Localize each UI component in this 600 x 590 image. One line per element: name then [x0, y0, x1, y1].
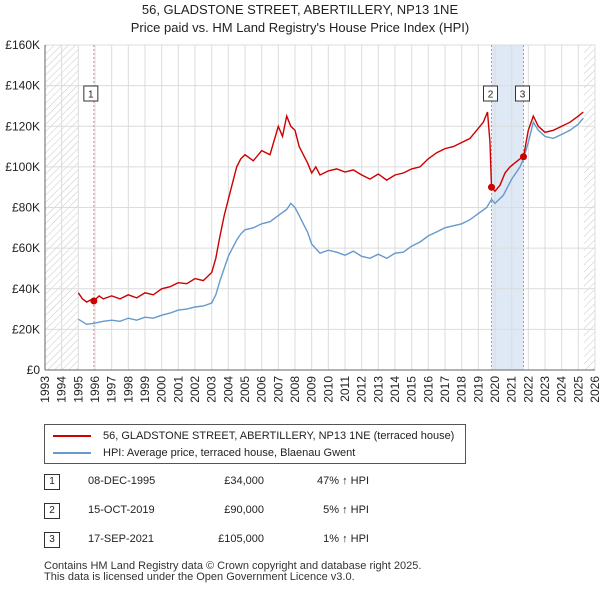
- x-tick-label: 2026: [588, 376, 600, 403]
- x-tick-label: 2016: [421, 376, 435, 403]
- x-tick-label: 2009: [305, 376, 319, 403]
- x-tick-label: 1998: [121, 376, 135, 403]
- x-tick-label: 2014: [388, 376, 402, 403]
- x-tick-label: 2011: [338, 376, 352, 402]
- sale-date: 17-SEP-2021: [88, 533, 155, 545]
- y-tick-label: £80K: [12, 201, 40, 215]
- property-series-line: [77, 111, 584, 303]
- x-tick-label: 2010: [321, 376, 335, 403]
- sale-row: 1 08-DEC-1995 £34,000 47% ↑ HPI: [44, 474, 464, 503]
- x-tick-label: 2003: [205, 376, 219, 403]
- grid-lines: [44, 44, 596, 371]
- chart-subtitle: Price paid vs. HM Land Registry's House …: [130, 20, 470, 35]
- sale-point: [488, 183, 495, 191]
- x-tick-label: 2020: [488, 376, 502, 403]
- x-tick-label: 2021: [505, 376, 519, 403]
- x-tick-label: 2007: [271, 376, 285, 403]
- footer-copyright: Contains HM Land Registry data © Crown c…: [44, 560, 422, 572]
- sale-marker-box: [83, 85, 99, 102]
- sale-date: 08-DEC-1995: [88, 475, 156, 487]
- x-tick-label: 1994: [55, 376, 69, 403]
- x-tick-label: 2008: [288, 376, 302, 403]
- x-tick-label: 2012: [355, 376, 369, 403]
- x-tick-label: 2005: [238, 376, 252, 403]
- sale-row: 3 17-SEP-2021 £105,000 1% ↑ HPI: [44, 532, 464, 561]
- x-tick-label: 2018: [455, 376, 469, 403]
- sale-hpi-change: 5% ↑ HPI: [323, 504, 369, 516]
- x-tick-label: 2019: [471, 376, 485, 403]
- y-tick-label: £60K: [12, 241, 40, 255]
- sale-marker-box: [483, 85, 498, 102]
- x-tick-label: 1993: [38, 376, 52, 403]
- x-tick-label: 2004: [221, 376, 235, 403]
- legend-label-property: 56, GLADSTONE STREET, ABERTILLERY, NP13 …: [103, 430, 455, 442]
- hpi-series-line: [77, 117, 584, 326]
- x-tick-label: 2002: [188, 376, 202, 403]
- sale-hpi-change: 1% ↑ HPI: [323, 533, 369, 545]
- sale-point: [90, 297, 98, 305]
- sale-marker-box: [515, 85, 530, 102]
- sale-price: £105,000: [218, 533, 264, 545]
- x-tick-label: 2025: [571, 376, 585, 403]
- footer: Contains HM Land Registry data © Crown c…: [44, 561, 421, 583]
- legend-item-hpi: HPI: Average price, terraced house, Blae…: [53, 445, 355, 461]
- x-tick-label: 2023: [538, 376, 552, 403]
- y-tick-label: £120K: [5, 119, 40, 133]
- sale-number-badge: 1: [44, 474, 60, 490]
- y-tick-labels: £0 £20K £40K £60K £80K £100K £120K £140K £160K: [5, 38, 40, 377]
- axes: [44, 45, 595, 371]
- y-tick-label: £140K: [5, 79, 40, 93]
- y-tick-label: £20K: [12, 322, 40, 336]
- legend: 56, GLADSTONE STREET, ABERTILLERY, NP13 …: [44, 424, 466, 464]
- sale-row: 2 15-OCT-2019 £90,000 5% ↑ HPI: [44, 503, 464, 532]
- x-tick-label: 2022: [521, 376, 535, 403]
- sale-date: 15-OCT-2019: [88, 504, 155, 516]
- x-tick-labels: 1993 1994 1995 1996 1997 1998 1999 2000 2001 2002…: [38, 376, 600, 403]
- sale-marker-labels: 1 2 3: [83, 85, 530, 102]
- sale-price: £90,000: [224, 504, 264, 516]
- x-tick-label: 2000: [155, 376, 169, 403]
- y-tick-label: £100K: [5, 160, 40, 174]
- legend-swatch-property: [53, 435, 91, 438]
- x-tick-label: 1997: [105, 376, 119, 403]
- sale-point: [520, 153, 527, 161]
- x-tick-label: 1996: [88, 376, 102, 403]
- sale-marker-label: 3: [520, 90, 526, 101]
- x-tick-label: 2001: [171, 376, 185, 403]
- x-tick-label: 2015: [405, 376, 419, 403]
- x-tick-label: 2024: [555, 376, 569, 403]
- legend-swatch-hpi: [53, 452, 91, 455]
- sale-marker-label: 1: [88, 90, 94, 101]
- sale-price: £34,000: [224, 475, 264, 487]
- x-tick-label: 2006: [255, 376, 269, 403]
- sale-number-badge: 3: [44, 532, 60, 548]
- x-tick-label: 1995: [71, 376, 85, 403]
- legend-item-property: 56, GLADSTONE STREET, ABERTILLERY, NP13 …: [53, 428, 454, 444]
- sales-table: 1 08-DEC-1995 £34,000 47% ↑ HPI 2 15-OCT…: [44, 474, 464, 561]
- x-tick-label: 2017: [438, 376, 452, 403]
- x-tick-label: 1999: [138, 376, 152, 403]
- legend-label-hpi: HPI: Average price, terraced house, Blae…: [103, 447, 356, 459]
- sale-number-badge: 2: [44, 503, 60, 519]
- footer-license: This data is licensed under the Open Gov…: [44, 571, 355, 583]
- y-tick-label: £40K: [12, 282, 40, 296]
- sale-hpi-change: 47% ↑ HPI: [317, 475, 369, 487]
- x-tick-label: 2013: [371, 376, 385, 403]
- sale-points: [90, 153, 527, 305]
- price-chart: 1 2 3 £0 £20K £40K £60K £80K £100K £120K £140K £16…: [5, 38, 600, 403]
- chart-title: 56, GLADSTONE STREET, ABERTILLERY, NP13 …: [141, 2, 459, 17]
- y-tick-label: £0: [27, 363, 41, 377]
- sale-marker-label: 2: [488, 90, 494, 101]
- y-tick-label: £160K: [5, 38, 40, 52]
